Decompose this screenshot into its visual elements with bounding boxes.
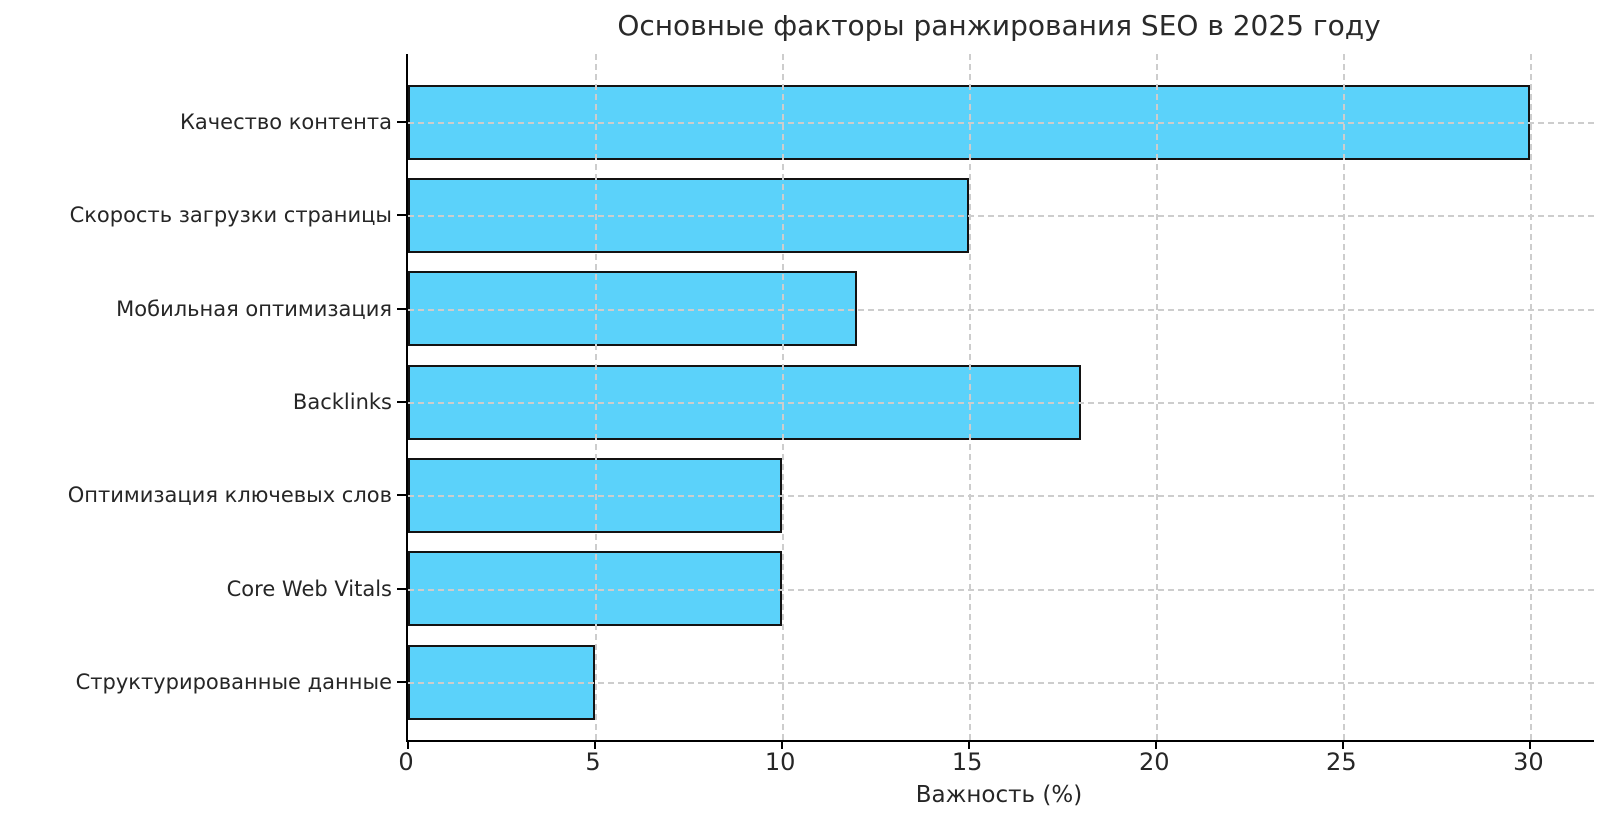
y-axis-label-6: Структурированные данные bbox=[75, 670, 392, 694]
gridline-vertical-10 bbox=[782, 54, 785, 740]
x-tick-25 bbox=[1342, 742, 1345, 749]
y-axis-label-5: Core Web Vitals bbox=[226, 576, 392, 601]
gridline-horizontal-3 bbox=[408, 402, 1594, 404]
y-tick-2 bbox=[397, 307, 406, 310]
gridline-horizontal-5 bbox=[408, 588, 1594, 591]
gridline-horizontal-2 bbox=[408, 308, 1594, 311]
x-tick-10 bbox=[781, 742, 784, 749]
gridline-vertical-25 bbox=[1343, 54, 1346, 740]
plot-area bbox=[397, 54, 1594, 749]
x-axis-label: Важность (%) bbox=[915, 782, 1083, 808]
y-axis-label-0: Качество контента bbox=[179, 110, 392, 134]
x-tick-label-15: 15 bbox=[951, 748, 983, 776]
y-tick-5 bbox=[397, 587, 406, 590]
gridline-vertical-15 bbox=[969, 54, 972, 740]
y-axis-label-1: Скорость загрузки страницы bbox=[69, 203, 392, 228]
gridline-horizontal-6 bbox=[408, 682, 1594, 684]
y-tick-6 bbox=[397, 681, 406, 683]
gridline-vertical-5 bbox=[595, 54, 598, 740]
x-tick-0 bbox=[407, 742, 409, 749]
x-tick-label-5: 5 bbox=[585, 748, 601, 776]
x-tick-30 bbox=[1529, 742, 1532, 749]
x-tick-label-0: 0 bbox=[398, 748, 414, 776]
gridline-horizontal-4 bbox=[408, 495, 1594, 498]
gridline-horizontal-0 bbox=[408, 122, 1594, 124]
y-tick-0 bbox=[397, 121, 406, 123]
x-tick-label-20: 20 bbox=[1138, 748, 1170, 776]
x-tick-label-30: 30 bbox=[1513, 748, 1544, 776]
x-tick-label-10: 10 bbox=[764, 748, 796, 776]
y-axis-labels: Качество контента Скорость загрузки стран… bbox=[0, 54, 392, 740]
chart-title: Основные факторы ранжирования SEO в 2025… bbox=[617, 9, 1381, 42]
y-axis-label-4: Оптимизация ключевых слов bbox=[67, 483, 392, 508]
x-tick-20 bbox=[1155, 742, 1158, 749]
x-axis-tick-labels: 0 5 10 15 20 25 30 bbox=[398, 748, 1592, 782]
gridline-horizontal-1 bbox=[408, 215, 1594, 218]
gridline-vertical-20 bbox=[1156, 54, 1159, 740]
y-tick-3 bbox=[397, 401, 406, 403]
x-tick-5 bbox=[594, 742, 597, 749]
y-tick-4 bbox=[397, 494, 406, 497]
y-tick-1 bbox=[397, 214, 406, 217]
x-tick-15 bbox=[968, 742, 971, 749]
y-axis-label-2: Мобильная оптимизация bbox=[116, 296, 392, 321]
gridline-vertical-30 bbox=[1530, 54, 1533, 740]
x-tick-label-25: 25 bbox=[1326, 748, 1357, 776]
y-axis-label-3: Backlinks bbox=[292, 390, 392, 414]
